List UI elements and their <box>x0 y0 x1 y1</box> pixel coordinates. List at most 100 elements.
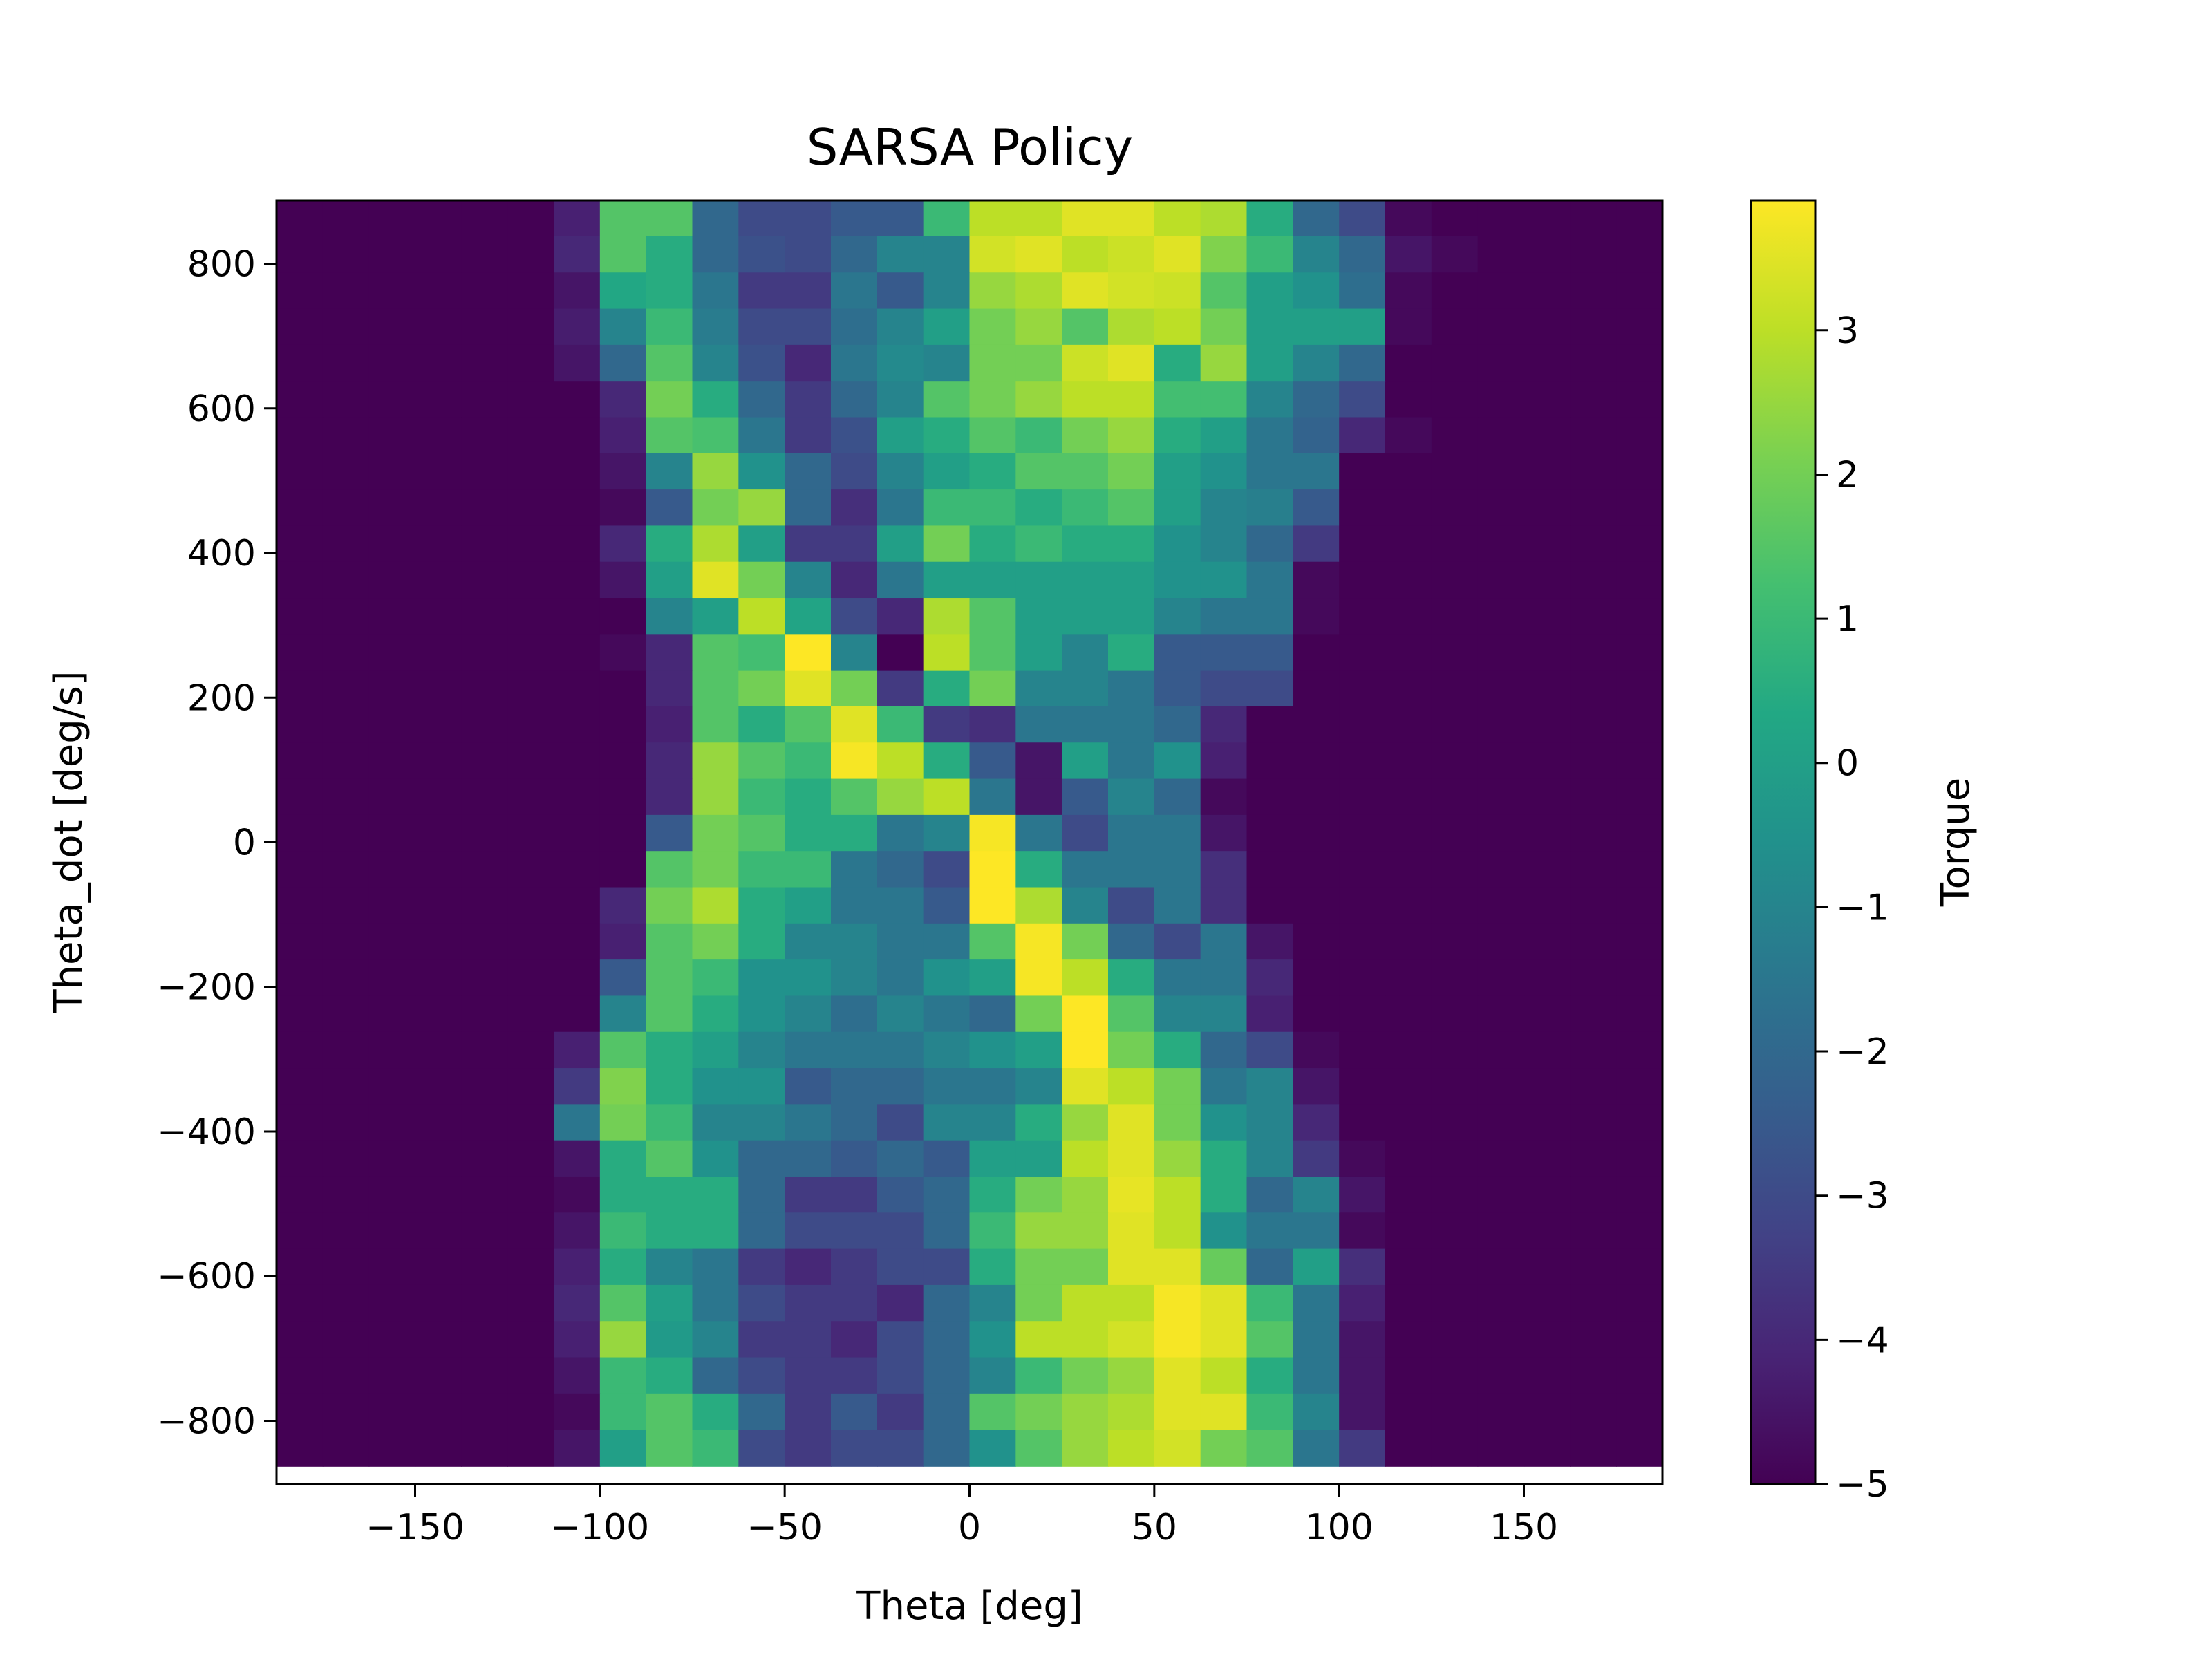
heatmap-cell <box>1108 1068 1155 1105</box>
heatmap-cell <box>1062 706 1109 744</box>
heatmap-cell <box>1015 1430 1062 1467</box>
heatmap-cell <box>831 1430 878 1467</box>
heatmap-cell <box>1062 1430 1109 1467</box>
heatmap-cell <box>1616 417 1663 455</box>
heatmap-cell <box>461 995 508 1033</box>
heatmap-cell <box>877 1321 924 1358</box>
heatmap-cell <box>785 778 832 816</box>
heatmap-cell <box>1015 1068 1062 1105</box>
heatmap-cell <box>785 1140 832 1178</box>
heatmap-cell <box>877 1430 924 1467</box>
colorbar-tick-label: −1 <box>1836 887 1889 928</box>
heatmap-cell <box>415 200 462 238</box>
heatmap-cell <box>1154 525 1201 563</box>
heatmap-cell <box>1616 1031 1663 1069</box>
heatmap-cell <box>738 453 785 491</box>
heatmap-cell <box>322 308 370 346</box>
heatmap-cell <box>969 1357 1016 1395</box>
heatmap-cell <box>877 1284 924 1322</box>
heatmap-cell <box>646 742 693 780</box>
colorbar-tick-label: 2 <box>1836 454 1859 496</box>
heatmap-cell <box>554 959 601 997</box>
heatmap-cell <box>646 1430 693 1467</box>
heatmap-cell <box>507 561 554 599</box>
heatmap-cell <box>877 706 924 744</box>
heatmap-cell <box>738 1068 785 1105</box>
heatmap-cell <box>785 634 832 671</box>
heatmap-cell <box>1154 1393 1201 1431</box>
heatmap-cell <box>1431 1068 1479 1105</box>
heatmap-cell <box>1385 814 1432 852</box>
heatmap-cell <box>415 1357 462 1395</box>
heatmap-cell <box>738 670 785 708</box>
heatmap-cell <box>969 923 1016 961</box>
heatmap-cell <box>1246 344 1293 382</box>
heatmap-cell <box>507 1430 554 1467</box>
heatmap-cell <box>785 1248 832 1286</box>
heatmap-cell <box>322 995 370 1033</box>
heatmap-cell <box>738 308 785 346</box>
heatmap-cell <box>276 851 324 888</box>
heatmap-cell <box>1570 670 1617 708</box>
heatmap-cell <box>969 272 1016 310</box>
heatmap-cell <box>599 1248 647 1286</box>
heatmap-cell <box>1200 670 1248 708</box>
heatmap-cell <box>646 923 693 961</box>
heatmap-cell <box>1385 525 1432 563</box>
heatmap-cell <box>415 851 462 888</box>
heatmap-cell <box>1062 814 1109 852</box>
heatmap-cell <box>368 489 416 527</box>
heatmap-cell <box>1015 1031 1062 1069</box>
heatmap-cell <box>1108 995 1155 1033</box>
heatmap-cell <box>1246 1031 1293 1069</box>
heatmap-cell <box>692 489 739 527</box>
heatmap-cell <box>1246 887 1293 925</box>
heatmap-cell <box>923 742 971 780</box>
heatmap-cell <box>554 814 601 852</box>
heatmap-cell <box>738 1031 785 1069</box>
heatmap-cell <box>415 453 462 491</box>
heatmap-cell <box>554 200 601 238</box>
heatmap-cell <box>1246 706 1293 744</box>
heatmap-cell <box>415 1212 462 1250</box>
heatmap-cell <box>1616 851 1663 888</box>
heatmap-cell <box>507 995 554 1033</box>
heatmap-cell <box>507 1104 554 1142</box>
heatmap-cell <box>507 598 554 635</box>
heatmap-cell <box>646 814 693 852</box>
heatmap-cell <box>785 1393 832 1431</box>
heatmap-cell <box>646 1248 693 1286</box>
heatmap-cell <box>1339 236 1386 274</box>
heatmap-cell <box>877 923 924 961</box>
heatmap-cell <box>461 670 508 708</box>
heatmap-cell <box>461 742 508 780</box>
heatmap-cell <box>461 1248 508 1286</box>
heatmap-cell <box>923 1357 971 1395</box>
heatmap-cell <box>461 344 508 382</box>
heatmap-cell <box>322 1248 370 1286</box>
heatmap-cell <box>1062 344 1109 382</box>
heatmap-cell <box>1477 1104 1525 1142</box>
heatmap-cell <box>877 670 924 708</box>
heatmap-cell <box>1246 598 1293 635</box>
heatmap-cell <box>1200 1248 1248 1286</box>
heatmap-cell <box>969 1104 1016 1142</box>
heatmap-cell <box>1477 778 1525 816</box>
heatmap-cell <box>1062 272 1109 310</box>
heatmap-cell <box>1062 453 1109 491</box>
heatmap-cell <box>461 706 508 744</box>
heatmap-cell <box>1154 561 1201 599</box>
heatmap-cell <box>738 525 785 563</box>
heatmap-cell <box>1431 814 1479 852</box>
heatmap-cell <box>1524 1031 1571 1069</box>
heatmap-cell <box>599 1430 647 1467</box>
heatmap-cell <box>1431 706 1479 744</box>
heatmap-cell <box>1477 814 1525 852</box>
heatmap-cell <box>276 1393 324 1431</box>
heatmap-cell <box>877 851 924 888</box>
heatmap-cell <box>1431 453 1479 491</box>
heatmap-cell <box>1616 670 1663 708</box>
heatmap-cell <box>1246 417 1293 455</box>
colorbar-tick-label: −3 <box>1836 1176 1889 1217</box>
heatmap-cell <box>923 308 971 346</box>
